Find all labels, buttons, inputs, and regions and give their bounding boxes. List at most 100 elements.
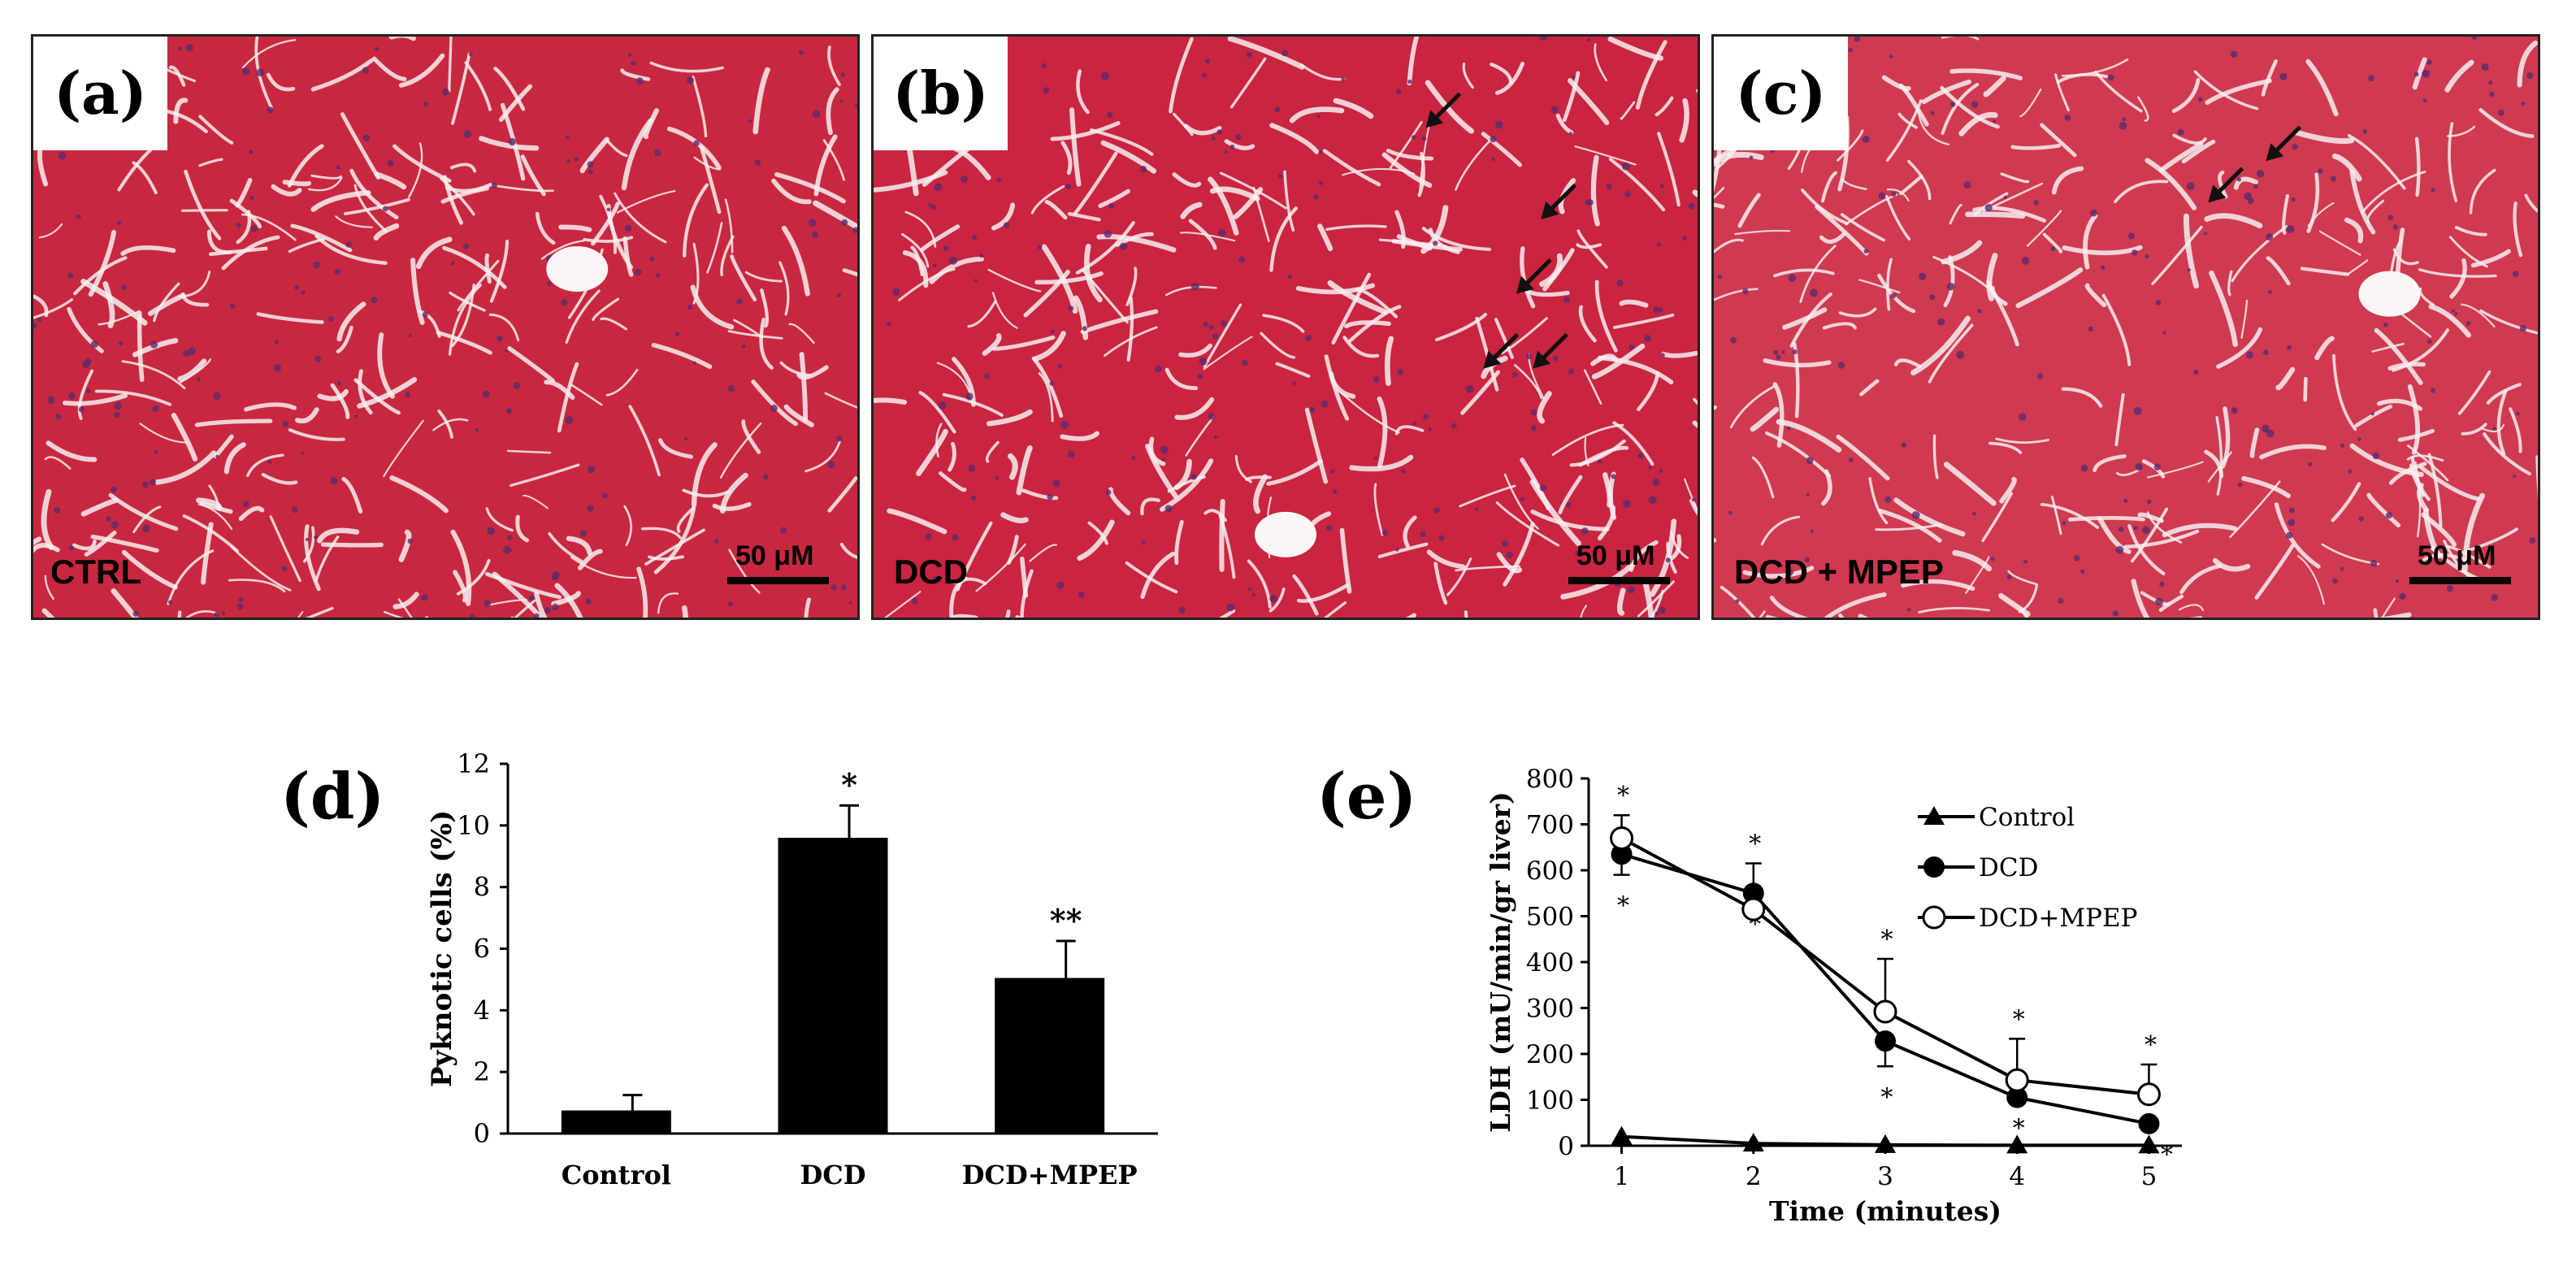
significance-mark: * <box>841 766 857 803</box>
data-point <box>2138 1134 2160 1154</box>
y-tick-label: 4 <box>474 995 490 1025</box>
x-tick-label: 4 <box>2009 1162 2025 1191</box>
significance-mark: ** <box>1050 902 1082 939</box>
x-axis-label: Time (minutes) <box>1769 1195 2001 1227</box>
liver-tissue-image-b <box>874 37 1698 618</box>
y-tick-label: 12 <box>457 748 490 779</box>
significance-mark: * <box>1617 892 1629 921</box>
legend: Control DCD DCD+MPEP <box>1918 803 2138 933</box>
y-tick-label: 400 <box>1526 948 1574 978</box>
y-tick-label: 600 <box>1526 856 1574 886</box>
tissue-background <box>33 37 857 618</box>
data-point <box>1610 826 1634 850</box>
micrograph-panel-c <box>1711 34 2540 620</box>
pyknotic-arrow-head <box>1483 350 1502 369</box>
significance-mark: * <box>2144 1031 2157 1060</box>
scale-bar-text-a: 50 μM <box>735 540 814 571</box>
data-point <box>1873 999 1897 1024</box>
legend-label: DCD+MPEP <box>1979 904 2138 933</box>
x-tick-label: DCD <box>800 1160 866 1190</box>
y-axis-label: Pyknotic cells (%) <box>426 810 458 1087</box>
data-point <box>2005 1068 2029 1092</box>
y-tick-label: 6 <box>474 934 490 965</box>
y-tick-label: 800 <box>1526 765 1574 794</box>
sinusoid-pattern <box>33 37 857 618</box>
central-vein <box>1255 511 1316 557</box>
significance-mark: * <box>1881 1083 1893 1112</box>
bar <box>778 838 888 1134</box>
x-tick-label: 2 <box>1746 1162 1762 1191</box>
x-tick-label: Control <box>562 1160 671 1190</box>
x-tick-label: 1 <box>1614 1162 1630 1191</box>
significance-mark: * <box>2161 1141 2173 1169</box>
pyknotic-arrow-head <box>2266 143 2284 162</box>
x-tick-label: 3 <box>1877 1162 1893 1191</box>
liver-tissue-image-c <box>1714 37 2538 618</box>
panel-label-b: (b) <box>874 37 1008 150</box>
legend-marker <box>1923 856 1945 878</box>
y-tick-label: 100 <box>1526 1086 1574 1116</box>
sinusoid-pattern <box>1714 37 2538 618</box>
bar <box>995 978 1105 1134</box>
legend-marker <box>1922 905 1946 930</box>
y-tick-label: 0 <box>474 1118 490 1149</box>
nuclei-pattern <box>33 44 857 618</box>
scale-bar-c <box>2409 577 2511 584</box>
series-dcd-mpep: * * * * * <box>1610 782 2161 1107</box>
data-point <box>1875 1134 1896 1153</box>
pyknotic-arrow-head <box>2208 184 2227 203</box>
significance-mark: * <box>1881 926 1893 954</box>
series-control <box>1611 1125 2160 1154</box>
group-label-dcd-mpep: DCD + MPEP <box>1734 553 1944 591</box>
legend-label: Control <box>1979 803 2075 832</box>
y-tick-label: 10 <box>457 810 490 841</box>
data-point <box>1742 1133 1764 1152</box>
scale-bar-b <box>1568 577 1670 584</box>
group-label-ctrl: CTRL <box>50 553 141 591</box>
data-point <box>1875 1030 1896 1052</box>
tissue-background <box>1714 37 2538 618</box>
panel-label-e: (e) <box>1316 760 1417 834</box>
panel-label-c: (c) <box>1714 37 1848 150</box>
x-tick-label: 5 <box>2141 1162 2158 1191</box>
data-point <box>2138 1112 2160 1134</box>
y-tick-label: 500 <box>1526 903 1574 932</box>
scale-bar-text-b: 50 μM <box>1576 540 1655 571</box>
micrograph-panel-b <box>871 34 1700 620</box>
significance-mark: * <box>1749 830 1761 859</box>
y-tick-label: 300 <box>1526 995 1574 1024</box>
x-tick-label: DCD+MPEP <box>962 1160 1138 1190</box>
significance-mark: * <box>2013 1005 2025 1034</box>
central-vein <box>2358 271 2421 317</box>
significance-mark: * <box>2013 1115 2025 1143</box>
legend-label: DCD <box>1979 853 2038 882</box>
scale-bar-a <box>727 577 829 584</box>
y-tick-label: 2 <box>474 1056 490 1087</box>
data-point <box>2006 1134 2028 1154</box>
significance-mark: * <box>1617 782 1629 810</box>
pyknotic-arrow-head <box>1541 201 1559 219</box>
panel-label-d: (d) <box>280 760 385 834</box>
bar <box>561 1110 671 1134</box>
data-point <box>2136 1082 2161 1107</box>
scale-bar-text-c: 50 μM <box>2418 540 2496 571</box>
y-tick-label: 8 <box>474 872 490 903</box>
bar-chart-pyknotic-cells: 0 2 4 6 8 10 12 Control * DCD ** DCD+MPEP Pyknotic c… <box>426 748 1158 1190</box>
data-point <box>1611 1125 1633 1145</box>
liver-tissue-image-a <box>33 37 857 618</box>
micrograph-panel-a <box>31 34 860 620</box>
series-dcd: * * * * * <box>1611 843 2173 1169</box>
y-axis-label: LDH (mU/min/gr liver) <box>1485 791 1516 1133</box>
group-label-dcd: DCD <box>894 553 968 591</box>
data-point <box>1741 897 1766 921</box>
pyknotic-arrow-head <box>1425 110 1444 128</box>
pyknotic-arrow-head <box>1533 350 1551 369</box>
y-tick-label: 0 <box>1558 1132 1574 1161</box>
pyknotic-arrow-head <box>1516 275 1534 294</box>
data-point <box>1611 843 1633 865</box>
panel-label-a: (a) <box>33 37 167 150</box>
y-tick-label: 200 <box>1526 1040 1574 1069</box>
central-vein <box>546 246 609 292</box>
legend-marker <box>1923 806 1945 825</box>
